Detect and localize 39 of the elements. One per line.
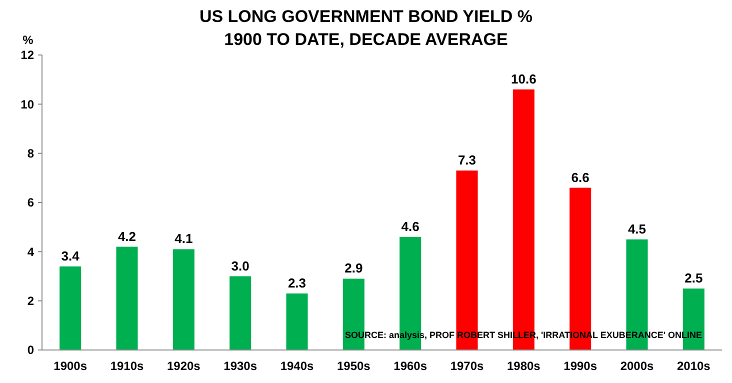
data-label: 6.6 xyxy=(571,170,590,185)
data-label: 7.3 xyxy=(458,152,476,168)
y-tick-label: 10 xyxy=(20,97,34,112)
y-tick-label: 12 xyxy=(20,48,34,62)
x-tick-label: 1910s xyxy=(110,359,144,373)
x-tick-label: 1970s xyxy=(450,359,484,373)
y-tick-label: 4 xyxy=(27,244,34,259)
data-label: 2.9 xyxy=(344,260,363,276)
x-tick-label: 2010s xyxy=(676,359,711,373)
x-tick-label: 1920s xyxy=(166,359,201,373)
x-tick-label: 1950s xyxy=(336,359,371,373)
data-label: 4.6 xyxy=(401,218,420,234)
data-label: 10.6 xyxy=(511,71,536,86)
data-label: 3.4 xyxy=(61,248,80,264)
y-axis-title: % xyxy=(22,33,34,47)
data-label: 4.5 xyxy=(628,221,646,236)
chart-subtitle: 1900 TO DATE, DECADE AVERAGE xyxy=(224,30,508,49)
data-label: 4.2 xyxy=(118,228,136,244)
data-label: 2.5 xyxy=(684,270,703,286)
x-tick-label: 1980s xyxy=(506,359,541,373)
x-tick-label: 1900s xyxy=(54,359,88,373)
x-tick-label: 1960s xyxy=(394,359,428,373)
chart-title: US LONG GOVERNMENT BOND YIELD % xyxy=(199,7,533,26)
bar xyxy=(60,266,82,350)
x-tick-label: 1940s xyxy=(280,359,314,373)
y-tick-label: 2 xyxy=(27,294,34,308)
y-tick-label: 6 xyxy=(27,196,34,210)
x-tick-label: 1930s xyxy=(224,359,258,373)
data-label: 3.0 xyxy=(231,258,250,274)
bar xyxy=(286,293,308,350)
data-label: 4.1 xyxy=(174,231,193,246)
bar xyxy=(116,246,138,350)
data-label: 2.3 xyxy=(288,275,306,290)
x-tick-label: 2000s xyxy=(620,359,654,373)
bar xyxy=(172,249,194,350)
y-tick-label: 0 xyxy=(27,343,34,358)
bar xyxy=(230,276,252,350)
y-tick-label: 8 xyxy=(27,146,34,161)
x-tick-label: 1990s xyxy=(564,359,598,373)
